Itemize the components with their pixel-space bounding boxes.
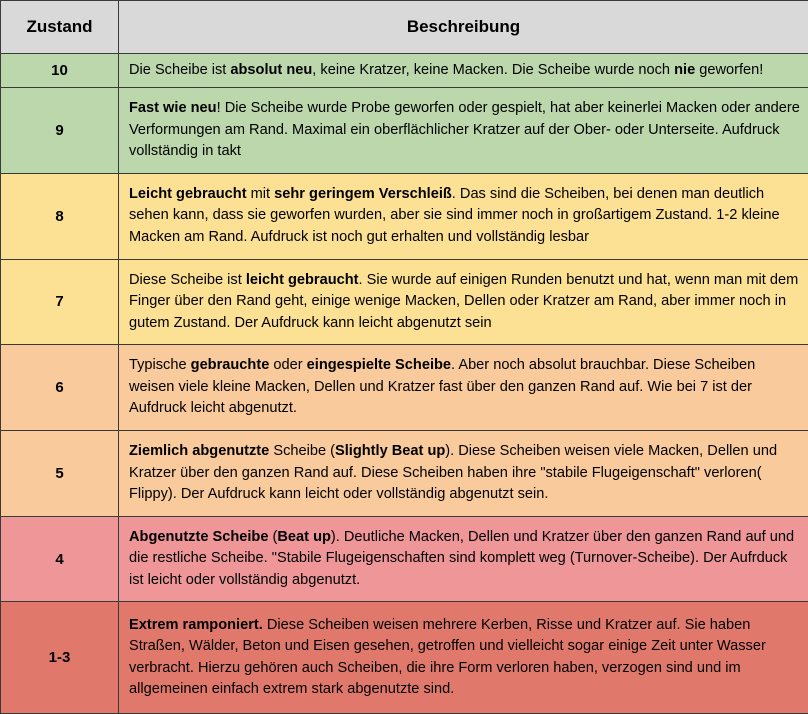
description-text: Typische bbox=[129, 357, 191, 374]
description-text: mit bbox=[246, 185, 275, 202]
description-text: ). Deutliche Macken, Dellen und Kratzer … bbox=[129, 528, 795, 588]
table-row: 10 Die Scheibe ist absolut neu, keine Kra… bbox=[0, 52, 808, 89]
state-label: 6 bbox=[55, 379, 64, 397]
description-emphasis: Ziemlich abgenutzte bbox=[129, 443, 270, 460]
description-cell: Typische gebrauchte oder eingespielte Sc… bbox=[118, 344, 808, 432]
description-text: Scheibe ( bbox=[269, 443, 335, 460]
description-cell: Fast wie neu! Die Scheibe wurde Probe ge… bbox=[118, 87, 808, 174]
state-label: 7 bbox=[55, 293, 64, 311]
table-row: 9 Fast wie neu! Die Scheibe wurde Probe g… bbox=[0, 87, 808, 174]
description-cell: Die Scheibe ist absolut neu, keine Kratz… bbox=[118, 52, 808, 89]
state-cell: 7 bbox=[0, 258, 119, 346]
description-emphasis: Leicht gebraucht bbox=[129, 185, 247, 202]
table-body: 10 Die Scheibe ist absolut neu, keine Kra… bbox=[0, 52, 808, 714]
description-cell: Leicht gebraucht mit sehr geringem Versc… bbox=[118, 172, 808, 260]
state-cell: 5 bbox=[0, 430, 119, 517]
column-header-beschreibung: Beschreibung bbox=[118, 0, 808, 54]
state-label: 1-3 bbox=[48, 649, 71, 667]
description-text: ( bbox=[268, 528, 278, 545]
state-label: 10 bbox=[51, 62, 68, 80]
state-cell: 4 bbox=[0, 515, 119, 603]
description-text: Diese Scheiben weisen mehrere Kerben, Ri… bbox=[129, 616, 766, 698]
table-row: 5 Ziemlich abgenutzte Scheibe (Slightly B… bbox=[0, 430, 808, 517]
description-emphasis: Slightly Beat up bbox=[335, 443, 446, 460]
description-emphasis: leicht gebraucht bbox=[245, 271, 359, 288]
state-cell: 10 bbox=[0, 52, 119, 89]
state-cell: 6 bbox=[0, 344, 119, 432]
table-row: 6 Typische gebrauchte oder eingespielte S… bbox=[0, 344, 808, 432]
state-label: 9 bbox=[55, 122, 64, 140]
table-header: Zustand Beschreibung bbox=[0, 0, 808, 54]
table-row: 1-3 Extrem ramponiert. Diese Scheiben wei… bbox=[0, 601, 808, 714]
description-cell: Abgenutzte Scheibe (Beat up). Deutliche … bbox=[118, 515, 808, 603]
state-label: 4 bbox=[55, 550, 64, 568]
description-text: . Das sind die Scheiben, bei denen man d… bbox=[129, 185, 780, 245]
description-text: , keine Kratzer, keine Macken. Die Schei… bbox=[312, 61, 675, 78]
state-cell: 8 bbox=[0, 172, 119, 260]
description-text: geworfen! bbox=[695, 61, 764, 78]
description-text: . Sie wurde auf einigen Runden benutzt u… bbox=[129, 271, 799, 331]
state-cell: 9 bbox=[0, 87, 119, 174]
state-label: 8 bbox=[55, 207, 64, 225]
description-emphasis: eingespielte Scheibe bbox=[306, 357, 452, 374]
description-emphasis: Extrem ramponiert. bbox=[129, 616, 263, 633]
description-emphasis: nie bbox=[674, 61, 696, 78]
column-header-zustand: Zustand bbox=[0, 0, 119, 54]
state-cell: 1-3 bbox=[0, 601, 119, 714]
state-label: 5 bbox=[55, 464, 64, 482]
description-text: ! Die Scheibe wurde Probe geworfen oder … bbox=[129, 100, 800, 160]
description-emphasis: absolut neu bbox=[230, 61, 313, 78]
table-header-row: Zustand Beschreibung bbox=[0, 0, 808, 54]
description-emphasis: gebrauchte bbox=[190, 357, 270, 374]
description-text: Die Scheibe ist bbox=[129, 61, 231, 78]
description-cell: Extrem ramponiert. Diese Scheiben weisen… bbox=[118, 601, 808, 714]
description-cell: Ziemlich abgenutzte Scheibe (Slightly Be… bbox=[118, 430, 808, 517]
description-emphasis: Fast wie neu bbox=[129, 100, 217, 117]
description-text: . Aber noch absolut brauchbar. Diese Sch… bbox=[129, 357, 756, 417]
description-emphasis: sehr geringem Verschleiß bbox=[274, 185, 452, 202]
description-emphasis: Beat up bbox=[277, 528, 331, 545]
description-text: ). Diese Scheiben weisen viele Macken, D… bbox=[129, 443, 778, 503]
description-cell: Diese Scheibe ist leicht gebraucht. Sie … bbox=[118, 258, 808, 346]
description-text: Diese Scheibe ist bbox=[129, 271, 246, 288]
description-text: oder bbox=[269, 357, 307, 374]
table-row: 4 Abgenutzte Scheibe (Beat up). Deutliche… bbox=[0, 515, 808, 603]
description-emphasis: Abgenutzte Scheibe bbox=[129, 528, 269, 545]
table-row: 8 Leicht gebraucht mit sehr geringem Vers… bbox=[0, 172, 808, 260]
table-row: 7 Diese Scheibe ist leicht gebraucht. Sie… bbox=[0, 258, 808, 346]
